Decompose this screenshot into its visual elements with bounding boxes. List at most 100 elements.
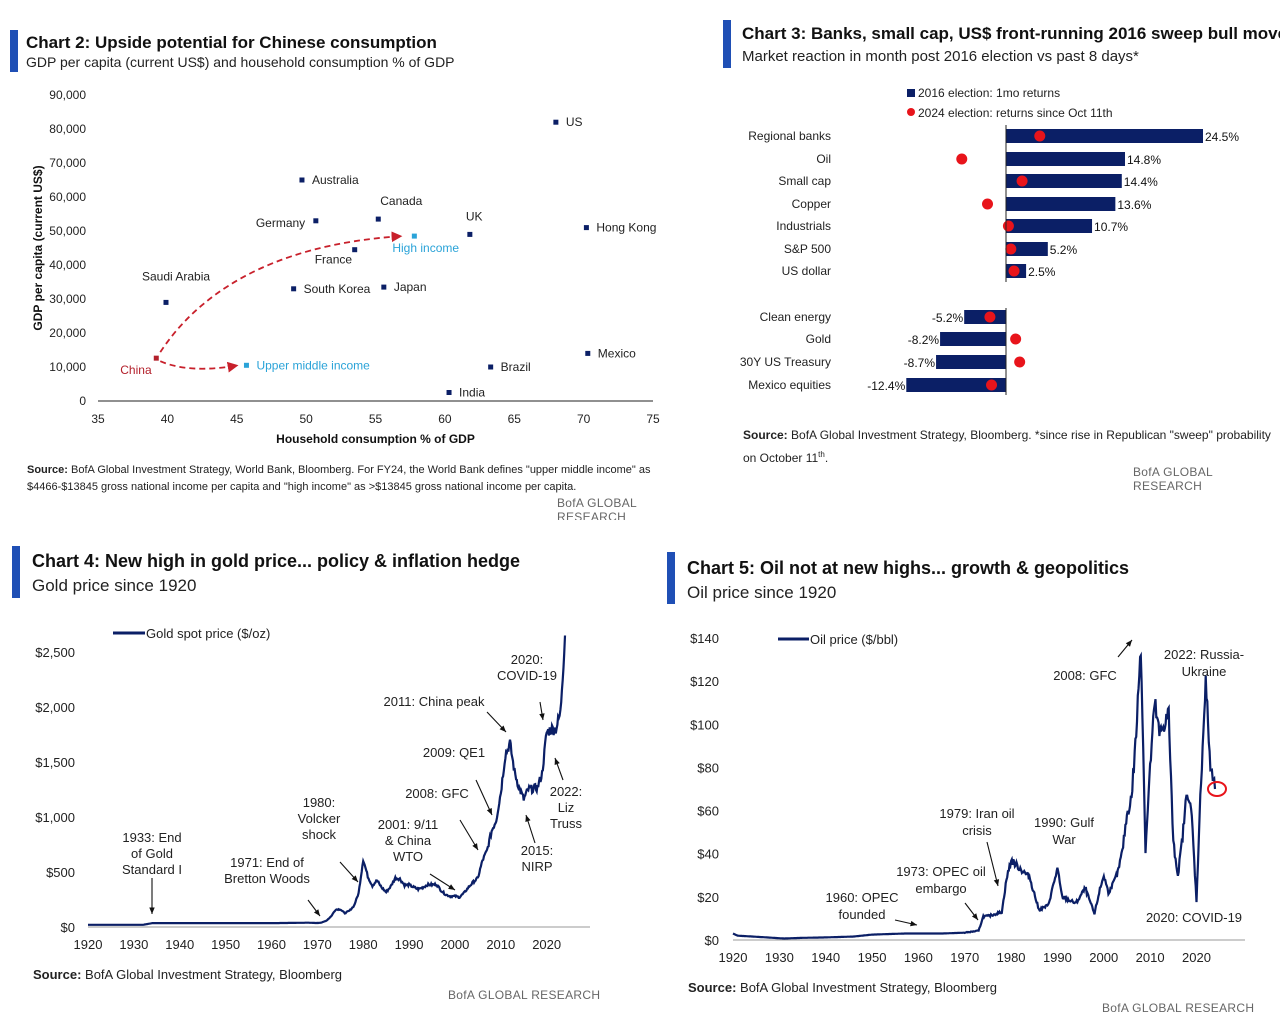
chart4-title: Chart 4: New high in gold price... polic…: [32, 551, 521, 571]
chart4-source: Source: BofA Global Investment Strategy,…: [33, 967, 342, 982]
chart5-annotation-2020: 2020: COVID-19: [1146, 910, 1242, 925]
chart3-dot-mexico-equities: [986, 379, 998, 391]
chart4-line: 1920 1930 1940 1950 1960 1970 1980 1990 2000 2010…: [35, 626, 590, 952]
chart2-y-tick: 60,000: [49, 190, 86, 204]
chart3-bar-oil: [1006, 152, 1126, 166]
chart3-value-oil: 14.8%: [1127, 153, 1161, 167]
chart2-source: Source: BofA Global Investment Strategy,…: [27, 462, 667, 496]
chart2-x-tick: 35: [91, 412, 105, 426]
chart4-annotation-arrowhead-1980: [351, 875, 358, 882]
chart2-point-upper-middle-income: [243, 362, 249, 368]
chart4-annotation-2001: 2001: 9/11 & China WTO: [378, 817, 438, 864]
chart3-source-label: Source:: [743, 428, 788, 442]
chart5-y-tick: $140: [690, 631, 719, 646]
chart2-point-france: [352, 247, 358, 253]
chart2-x-tick: 65: [508, 412, 522, 426]
chart2-y-tick: 70,000: [49, 156, 86, 170]
chart5-annotation-1979: 1979: Iran oil crisis: [939, 806, 1014, 838]
chart4-x-tick: 1980: [349, 937, 378, 952]
chart3-subtitle: Market reaction in month post 2016 elect…: [742, 48, 1139, 65]
chart5-annotation-1973: 1973: OPEC oil embargo: [896, 864, 986, 896]
chart2-y-tick: 20,000: [49, 326, 86, 340]
chart3-value-30y-us-treasury: -8.7%: [904, 356, 936, 370]
chart4-legend-label: Gold spot price ($/oz): [146, 626, 270, 641]
chart3-dot-copper: [982, 198, 994, 210]
chart3-bar-industrials: [1006, 219, 1093, 233]
chart5-x-tick: 1920: [719, 950, 748, 965]
chart5-line: 1920 1930 1940 1950 1960 1970 1980 1990 2000 2010…: [690, 631, 1245, 965]
chart2-point-label-brazil: Brazil: [501, 360, 531, 374]
chart2-point-japan: [381, 284, 387, 290]
chart5-annotation-arrowhead-2008: [1125, 640, 1132, 647]
chart4-x-tick: 1920: [74, 937, 103, 952]
chart3-legend-bar-label: 2016 election: 1mo returns: [918, 86, 1060, 100]
chart4-brand: BofA GLOBAL RESEARCH: [448, 988, 601, 1002]
chart5-y-tick: $120: [690, 674, 719, 689]
chart2-point-label-india: India: [459, 386, 485, 400]
chart3-category-s-p-500: S&P 500: [784, 242, 831, 256]
chart4-x-tick: 2010: [486, 937, 515, 952]
chart3-category-oil: Oil: [816, 152, 831, 166]
chart4-x-tick: 1970: [303, 937, 332, 952]
chart5-panel: Chart 5: Oil not at new highs... growth …: [645, 530, 1280, 1033]
chart3-bars: 2016 election: 1mo returns 2024 election:…: [740, 86, 1239, 395]
chart5-source-text: BofA Global Investment Strategy, Bloombe…: [736, 980, 998, 995]
chart3-dot-s-p-500: [1005, 243, 1017, 255]
chart2-x-tick: 45: [230, 412, 244, 426]
chart2-x-label: Household consumption % of GDP: [276, 432, 475, 446]
chart2-y-tick: 0: [79, 394, 86, 408]
chart5-annotation-2008: 2008: GFC: [1053, 668, 1117, 683]
chart2-point-label-us: US: [566, 115, 583, 129]
chart5-title: Chart 5: Oil not at new highs... growth …: [687, 558, 1130, 578]
chart3-value-small-cap: 14.4%: [1124, 175, 1158, 189]
chart2-y-tick: 80,000: [49, 122, 86, 136]
chart3-dot-30y-us-treasury: [1014, 356, 1026, 368]
chart3-value-mexico-equities: -12.4%: [867, 379, 905, 393]
chart3-value-regional-banks: 24.5%: [1205, 130, 1239, 144]
chart3-source-text: BofA Global Investment Strategy, Bloombe…: [743, 428, 1271, 465]
chart4-y-tick: $0: [61, 920, 75, 935]
chart5-legend-label: Oil price ($/bbl): [810, 632, 898, 647]
chart4-x-tick: 2000: [440, 937, 469, 952]
chart3-value-us-dollar: 2.5%: [1028, 265, 1056, 279]
chart5-y-tick: $20: [697, 890, 719, 905]
chart2-point-label-uk: UK: [466, 209, 483, 223]
chart2-title: Chart 2: Upside potential for Chinese co…: [26, 33, 437, 52]
chart4-annotation-2015: 2015: NIRP: [521, 843, 554, 874]
chart2-arrow-to-high-income: [159, 231, 403, 353]
chart2-y-tick: 40,000: [49, 258, 86, 272]
chart3-dot-oil: [956, 153, 968, 165]
chart2-x-tick: 70: [577, 412, 591, 426]
chart2-y-tick: 90,000: [49, 88, 86, 102]
chart5-annotation-arrowhead-1973: [971, 913, 978, 920]
chart3-category-copper: Copper: [792, 197, 831, 211]
chart4-y-tick: $2,500: [35, 645, 75, 660]
chart2-x-tick: 60: [438, 412, 452, 426]
chart4-annotation-2008: 2008: GFC: [405, 786, 469, 801]
chart2-accent-bar: [10, 30, 18, 72]
chart2-point-australia: [299, 177, 305, 183]
chart3-bar-copper: [1006, 197, 1116, 211]
chart5-subtitle: Oil price since 1920: [687, 583, 837, 602]
chart4-annotation-arrowhead-1971: [313, 909, 320, 916]
chart5-x-tick: 1930: [765, 950, 794, 965]
chart4-annotation-arrowhead-2001: [448, 884, 455, 890]
chart2-point-us: [553, 119, 559, 125]
chart3-title: Chart 3: Banks, small cap, US$ front-run…: [742, 24, 1280, 43]
chart3-legend-dot-swatch: [907, 108, 915, 116]
chart4-source-label: Source:: [33, 967, 82, 982]
chart2-point-hong-kong: [583, 225, 589, 231]
chart4-y-tick: $1,000: [35, 810, 75, 825]
chart2-panel: Chart 2: Upside potential for Chinese co…: [0, 0, 690, 520]
chart2-y-label: GDP per capita (current US$): [31, 165, 45, 330]
chart5-annotation-arrow-1979: [986, 841, 999, 887]
chart4-x-tick: 1930: [119, 937, 148, 952]
chart2-brand: BofA GLOBAL RESEARCH: [557, 496, 637, 520]
chart2-source-label: Source:: [27, 464, 68, 476]
chart5-current-price-circle: [1207, 781, 1227, 797]
chart4-annotation-1980: 1980: Volcker shock: [298, 795, 341, 842]
chart4-annotation-arrowhead-1933: [149, 907, 155, 914]
chart4-annotation-arrowhead-2022: [554, 758, 560, 765]
chart4-annotation-1971: 1971: End of Bretton Woods: [224, 855, 310, 886]
chart4-annotation-arrowhead-2008: [472, 843, 478, 850]
